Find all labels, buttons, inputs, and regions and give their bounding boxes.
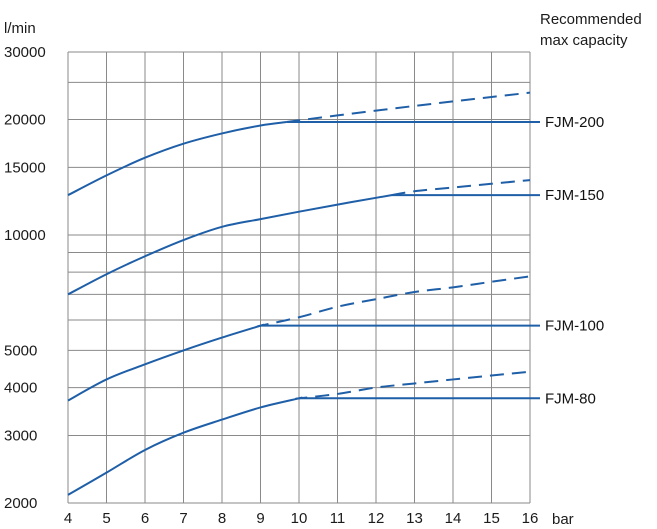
x-tick-label: 6 (141, 510, 149, 527)
series-label-fjm-80: FJM-80 (545, 390, 596, 407)
curve-fjm-80-solid (67, 396, 303, 496)
labels: l/min Recommended max capacity bar (4, 11, 642, 528)
x-axis-label: bar (552, 511, 574, 528)
curves: FJM-200 FJM-150 FJM-100 FJM-80 (67, 91, 604, 496)
x-tick-label: 11 (330, 510, 346, 527)
curve-fjm-150-dashed (391, 179, 531, 197)
series-label-fjm-150: FJM-150 (545, 187, 604, 204)
x-tick-label: 12 (368, 510, 385, 527)
x-tick-label: 5 (102, 510, 110, 527)
y-tick-label: 15000 (4, 159, 46, 176)
curve-fjm-80-dashed (295, 370, 531, 400)
y-tick-label: 5000 (4, 342, 37, 359)
curve-fjm-200-dashed (286, 91, 531, 124)
y-tick-label: 10000 (4, 227, 46, 244)
y-axis-label: l/min (4, 20, 36, 37)
y-tick-label: 4000 (4, 380, 37, 397)
x-tick-label: 9 (256, 510, 264, 527)
series-label-fjm-100: FJM-100 (545, 318, 604, 335)
y-tick-label: 2000 (4, 495, 37, 512)
x-tick-label: 4 (64, 510, 72, 527)
x-tick-label: 8 (218, 510, 226, 527)
x-tick-label: 15 (483, 510, 500, 527)
series-label-fjm-200: FJM-200 (545, 114, 604, 131)
y-tick-label: 20000 (4, 112, 46, 129)
x-tick-label: 7 (179, 510, 187, 527)
x-tick-label: 13 (406, 510, 423, 527)
curve-fjm-150-solid (67, 194, 392, 296)
annotation-line-1: Recommended (540, 11, 642, 28)
y-tick-label: 30000 (4, 44, 46, 61)
x-tick-label: 14 (445, 510, 462, 527)
curve-fjm-100-dashed (256, 275, 531, 328)
x-tick-label: 16 (522, 510, 539, 527)
curve-fjm-100-solid (67, 323, 265, 402)
curve-fjm-200-solid (67, 121, 287, 197)
grid: 4 5 6 7 8 9 10 11 12 13 14 15 16 30000 20000 15000 10000… (4, 44, 538, 527)
y-tick-label: 3000 (4, 427, 37, 444)
annotation-line-2: max capacity (540, 32, 628, 49)
x-tick-label: 10 (291, 510, 308, 527)
